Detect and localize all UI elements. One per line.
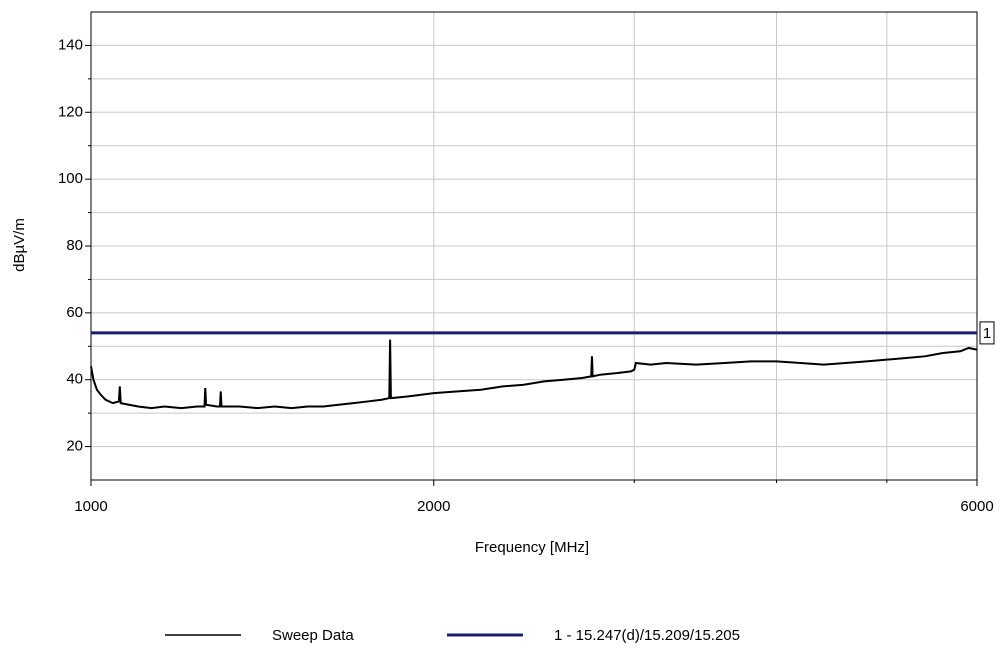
y-axis-label: dBµV/m (11, 218, 28, 272)
plot-frame (90, 11, 978, 481)
y-tick-label: 60 (66, 304, 83, 321)
y-tick-label: 120 (58, 103, 83, 120)
y-tick-label: 100 (58, 170, 83, 187)
limit-marker-box (979, 321, 995, 345)
x-tick-label: 6000 (960, 498, 993, 515)
y-tick-label: 140 (58, 36, 83, 53)
limit-marker: 1 (983, 325, 991, 342)
x-axis-label: Frequency [MHz] (475, 539, 589, 556)
y-tick-label: 80 (66, 237, 83, 254)
x-tick-label: 1000 (74, 498, 107, 515)
y-tick-label: 40 (66, 371, 83, 388)
legend-label: 1 - 15.247(d)/15.209/15.205 (554, 627, 740, 644)
x-tick-label: 2000 (417, 498, 450, 515)
sweep-line (90, 339, 978, 410)
y-tick-label: 20 (66, 438, 83, 455)
legend-label: Sweep Data (272, 627, 354, 644)
